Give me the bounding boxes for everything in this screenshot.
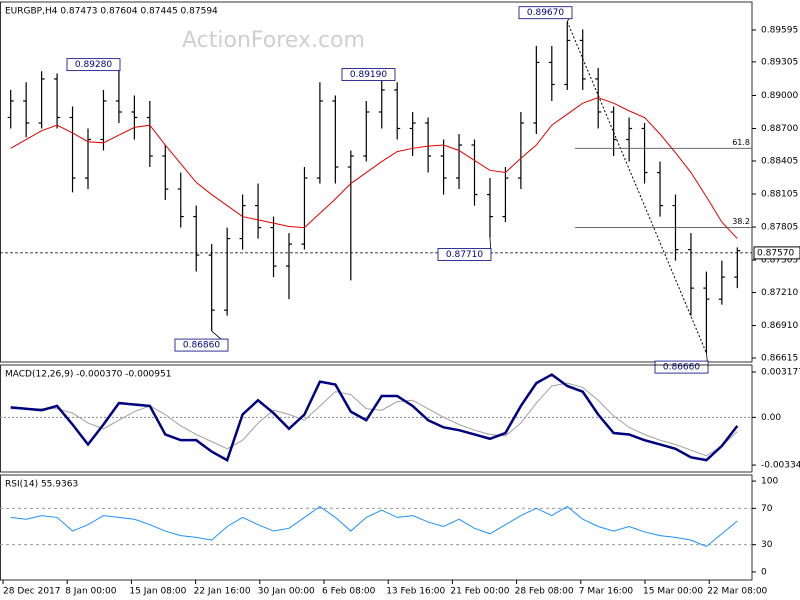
y-tick-label: 0.88700	[761, 124, 798, 134]
annotation-label: 0.86860	[183, 341, 220, 351]
x-tick-label: 21 Feb 00:00	[450, 587, 509, 597]
current-price-label: 0.87570	[757, 248, 794, 258]
x-tick-label: 22 Jan 16:00	[194, 587, 251, 597]
fib-label: 61.8	[732, 138, 750, 147]
x-tick-label: 8 Jan 00:00	[65, 587, 117, 597]
panel-border	[0, 364, 753, 473]
y-tick-label: 100	[761, 477, 778, 487]
fib-label: 38.2	[732, 217, 750, 226]
x-tick-label: 7 Mar 16:00	[579, 587, 634, 597]
y-tick-label: 0.88405	[761, 156, 798, 166]
y-tick-label: 70	[761, 504, 773, 514]
y-tick-label: 0.87210	[761, 288, 798, 298]
annotation-label: 0.89670	[527, 8, 564, 18]
y-tick-label: 0.87805	[761, 223, 798, 233]
current-price-box	[753, 246, 800, 260]
annotation-label: 0.89280	[75, 60, 112, 70]
y-tick-label: 0.00	[761, 413, 781, 423]
y-tick-label: 0.003177	[761, 368, 800, 378]
y-tick-label: 0.89305	[761, 57, 798, 67]
panel-title: MACD(12,26,9) -0.000370 -0.000951	[5, 370, 171, 380]
moving-average	[10, 97, 738, 239]
x-tick-label: 15 Jan 08:00	[129, 587, 186, 597]
y-tick-label: 0.87505	[761, 256, 798, 266]
annotation-box	[654, 360, 709, 374]
trendline	[566, 21, 707, 354]
x-tick-label: 15 Mar 00:00	[643, 587, 703, 597]
x-tick-label: 6 Feb 08:00	[322, 587, 376, 597]
y-tick-label: -0.003344	[761, 461, 800, 471]
macd-line	[10, 373, 739, 462]
x-tick-label: 22 Mar 08:00	[707, 587, 767, 597]
panel-border	[0, 474, 753, 581]
x-tick-label: 13 Feb 16:00	[386, 587, 445, 597]
panel-border	[0, 1, 753, 363]
annotation-label: 0.89190	[350, 70, 387, 80]
y-tick-label: 0.88105	[761, 190, 798, 200]
y-tick-label: 0.86910	[761, 321, 798, 331]
panel-title: RSI(14) 55.9363	[5, 480, 78, 490]
rsi-line	[10, 505, 738, 548]
watermark: ActionForex.com	[182, 28, 365, 53]
annotation-box	[437, 248, 492, 261]
x-tick-label: 28 Dec 2017	[3, 587, 61, 597]
y-tick-label: 0.86615	[761, 354, 798, 364]
annotation-box	[174, 338, 229, 352]
annotation-label: 0.87710	[446, 250, 483, 260]
annotation-box	[518, 6, 573, 20]
y-tick-label: 0.89000	[761, 91, 798, 101]
y-tick-label: 0	[761, 567, 767, 577]
x-tick-label: 30 Jan 00:00	[258, 587, 315, 597]
panel-title: EURGBP,H4 0.87473 0.87604 0.87445 0.8759…	[5, 7, 218, 17]
y-tick-label: 30	[761, 540, 773, 550]
annotation-label: 0.86660	[663, 363, 700, 373]
x-tick-label: 28 Feb 08:00	[515, 587, 574, 597]
y-tick-label: 0.89595	[761, 25, 798, 35]
annotation-box	[66, 58, 121, 72]
annotation-box	[341, 68, 396, 81]
signal-line	[10, 382, 738, 457]
